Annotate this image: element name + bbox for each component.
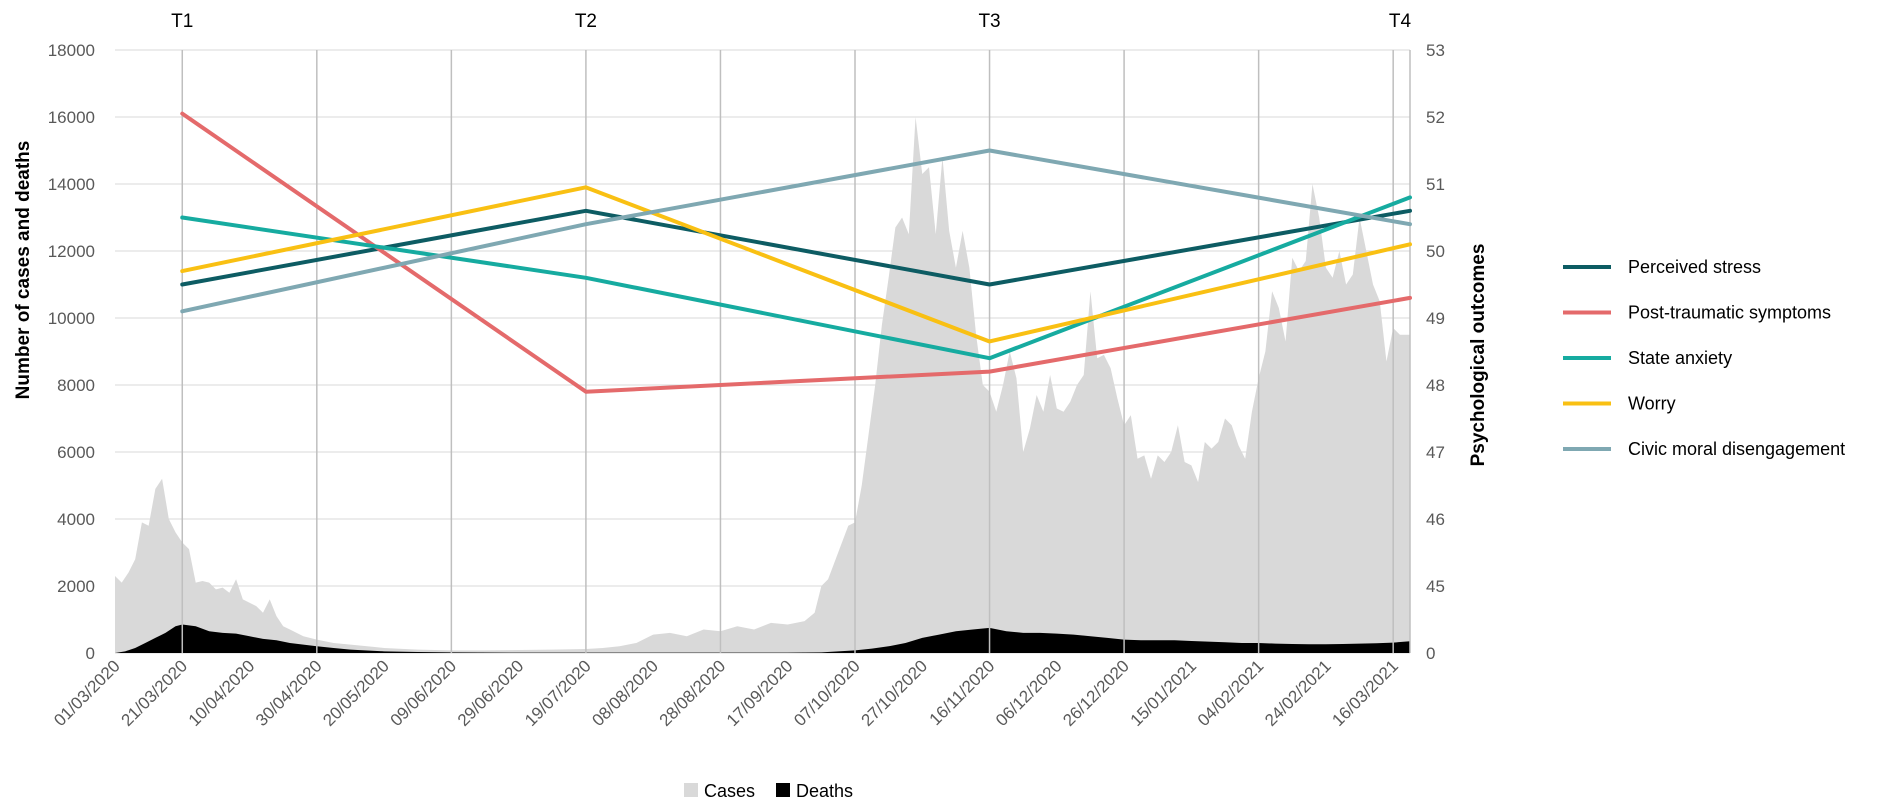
- bottom-legend-entry: Deaths: [796, 781, 853, 801]
- x-tick-label: 17/09/2020: [723, 656, 797, 730]
- legend-entry: Perceived stress: [1628, 257, 1761, 277]
- line-series: [180, 111, 1412, 394]
- x-tick-label: 15/01/2021: [1127, 656, 1201, 730]
- x-tick-label: 04/02/2021: [1194, 656, 1268, 730]
- x-tick-label: 24/02/2021: [1261, 656, 1335, 730]
- x-tick-label: 19/07/2020: [521, 656, 595, 730]
- x-tick-label: 21/03/2020: [117, 656, 191, 730]
- left-tick-label: 16000: [48, 108, 95, 127]
- x-tick-label: 30/04/2020: [252, 656, 326, 730]
- x-tick-label: 29/06/2020: [454, 656, 528, 730]
- time-point-label: T2: [575, 11, 597, 32]
- horizontal-gridlines: [115, 49, 1410, 654]
- left-tick-label: 2000: [57, 577, 95, 596]
- time-point-label: T4: [1389, 11, 1412, 32]
- left-tick-label: 4000: [57, 510, 95, 529]
- bottom-legend-entry: Cases: [704, 781, 755, 801]
- x-tick-label: 09/06/2020: [387, 656, 461, 730]
- x-tick-label: 01/03/2020: [50, 656, 124, 730]
- x-tick-label: 10/04/2020: [185, 656, 259, 730]
- left-tick-label: 12000: [48, 242, 95, 261]
- right-axis-label: Psychological outcomes: [1468, 244, 1489, 467]
- right-axis-ticks: 0 45 46 47 48 49 50 51 52 53: [1426, 41, 1445, 663]
- right-tick-label: 46: [1426, 510, 1445, 529]
- x-tick-label: 26/12/2020: [1059, 656, 1133, 730]
- area-cases: [115, 117, 1410, 653]
- right-tick-label: 53: [1426, 41, 1445, 60]
- right-tick-label: 51: [1426, 175, 1445, 194]
- time-point-gridlines: [181, 50, 1411, 653]
- x-tick-label: 27/10/2020: [857, 656, 931, 730]
- right-tick-label: 50: [1426, 242, 1445, 261]
- series-civic-moral-disengagement: [180, 148, 1412, 314]
- x-axis-ticks: 01/03/202021/03/202010/04/202030/04/2020…: [50, 656, 1402, 730]
- left-tick-label: 6000: [57, 443, 95, 462]
- left-tick-label: 14000: [48, 175, 95, 194]
- time-point-labels: T1 T2 T3 T4: [171, 11, 1411, 32]
- left-tick-label: 8000: [57, 376, 95, 395]
- right-tick-label: 47: [1426, 443, 1445, 462]
- bottom-legend-swatch: [776, 783, 790, 797]
- bottom-legend: Cases Deaths: [684, 781, 853, 801]
- right-tick-label: 48: [1426, 376, 1445, 395]
- right-tick-label: 52: [1426, 108, 1445, 127]
- left-tick-label: 0: [86, 644, 95, 663]
- legend-entry: Post-traumatic symptoms: [1628, 303, 1831, 323]
- time-point-label: T3: [978, 11, 1000, 32]
- series-post-traumatic-symptoms: [180, 111, 1412, 394]
- legend-entry: Civic moral disengagement: [1628, 439, 1845, 459]
- series-state-anxiety: [180, 195, 1412, 361]
- legend-entry: Worry: [1628, 394, 1676, 414]
- time-point-label: T1: [171, 11, 193, 32]
- x-tick-label: 07/10/2020: [790, 656, 864, 730]
- x-tick-label: 20/05/2020: [319, 656, 393, 730]
- area-deaths: [115, 624, 1410, 653]
- area-series: [115, 117, 1410, 653]
- right-tick-label: 49: [1426, 309, 1445, 328]
- x-tick-label: 08/08/2020: [588, 656, 662, 730]
- right-tick-label: 0: [1426, 644, 1435, 663]
- x-tick-label: 06/12/2020: [992, 656, 1066, 730]
- left-axis-label: Number of cases and deaths: [13, 141, 34, 400]
- bottom-legend-swatch: [684, 783, 698, 797]
- legend-entry: State anxiety: [1628, 348, 1732, 368]
- left-tick-label: 18000: [48, 41, 95, 60]
- left-tick-label: 10000: [48, 309, 95, 328]
- right-tick-label: 45: [1426, 577, 1445, 596]
- x-tick-label: 16/03/2021: [1328, 656, 1402, 730]
- legend: Perceived stress Post-traumatic symptoms S…: [1563, 257, 1845, 459]
- x-tick-label: 16/11/2020: [926, 656, 999, 729]
- x-tick-label: 28/08/2020: [656, 656, 730, 730]
- left-axis-ticks: 0 2000 4000 6000 8000 10000 12000 14000 16000 180…: [48, 41, 95, 663]
- series-worry: [180, 185, 1412, 344]
